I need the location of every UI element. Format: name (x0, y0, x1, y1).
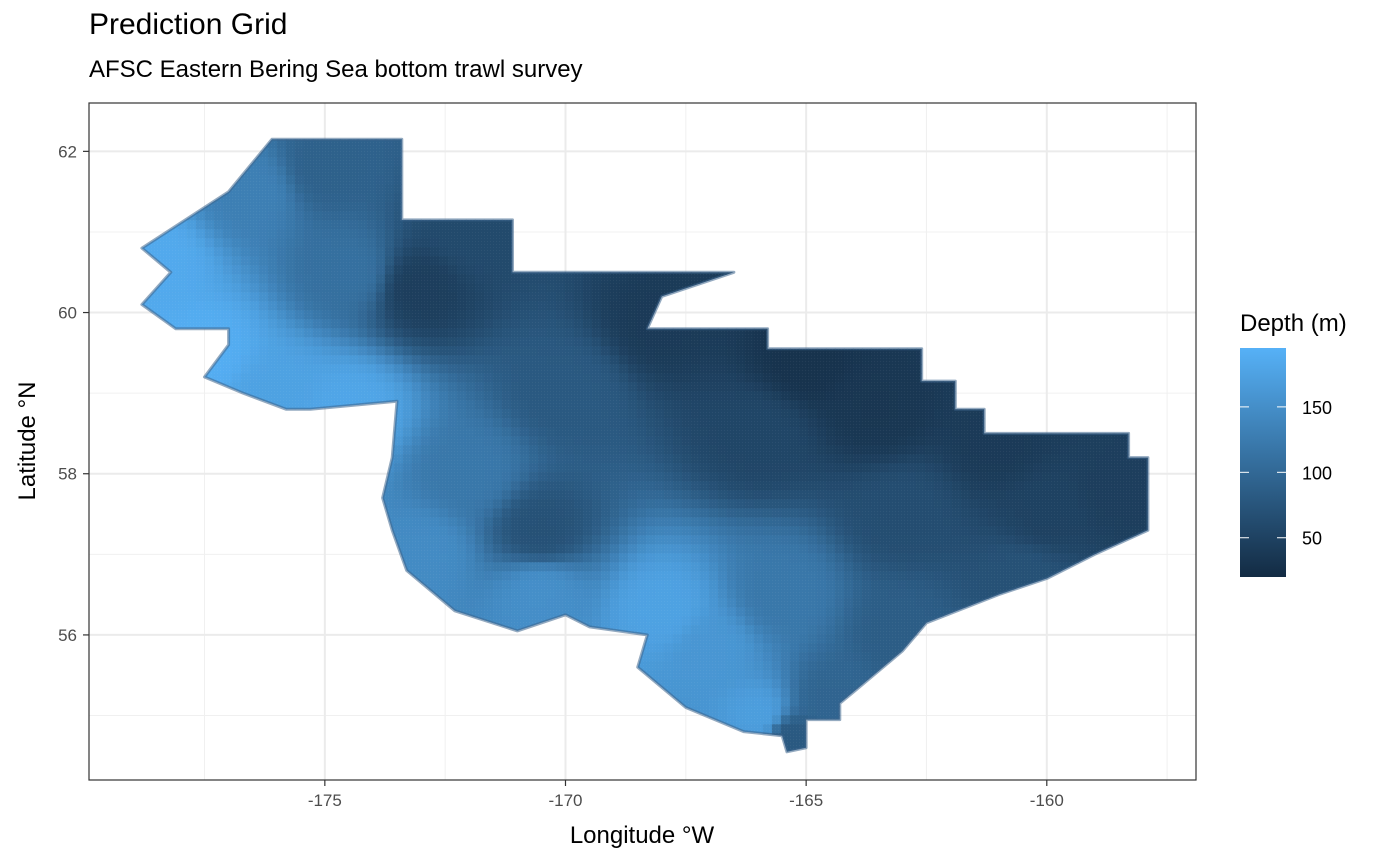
chart-title: Prediction Grid (89, 8, 288, 41)
chart-subtitle: AFSC Eastern Bering Sea bottom trawl sur… (89, 56, 583, 83)
